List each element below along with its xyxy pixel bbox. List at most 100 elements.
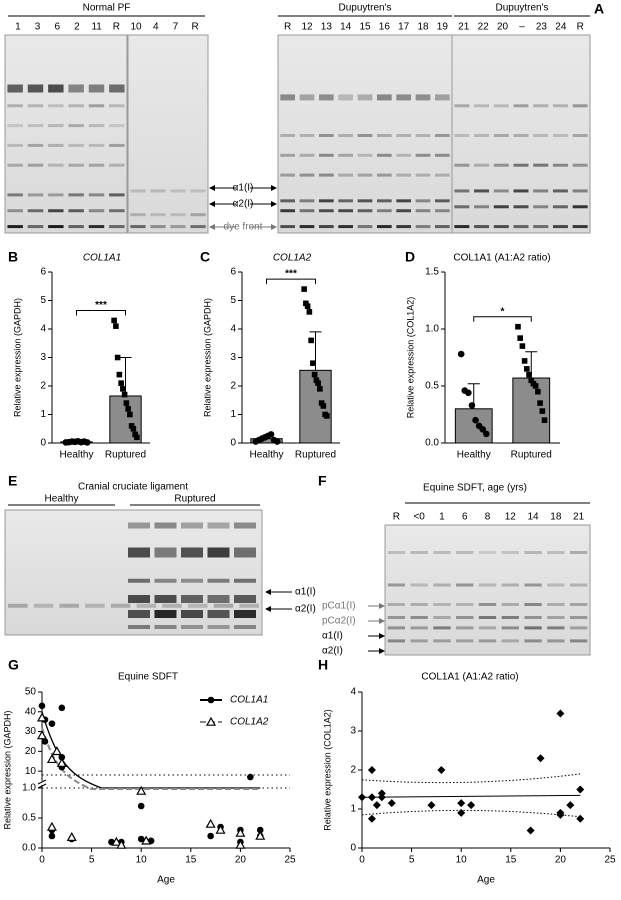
gel-band (415, 199, 431, 203)
marker-label: α2(I) (233, 199, 254, 210)
gel-band (85, 603, 105, 608)
gel-band (207, 610, 230, 618)
significance: *** (285, 269, 297, 280)
y-tick-label: 0 (350, 843, 356, 854)
y-axis-label: Relative expression (GAPDH) (202, 298, 212, 417)
fit-line (361, 794, 581, 798)
point (116, 371, 123, 378)
gel-band (27, 209, 44, 213)
x-tick-label: 0 (359, 855, 365, 866)
gel-band (434, 199, 450, 203)
bar (454, 408, 493, 444)
point (137, 835, 145, 843)
marker-label: α1(I) (233, 183, 254, 194)
gel-band (434, 134, 450, 137)
gel-band (299, 153, 315, 157)
x-tick-label: Healthy (250, 450, 284, 461)
marker-label: dye front (224, 222, 263, 233)
point (467, 801, 476, 810)
gel-band (533, 225, 549, 229)
gel-band (68, 193, 84, 197)
gel-band (68, 225, 84, 229)
y-axis-label: Relative expression (COL1A2) (405, 297, 415, 419)
lane-label: 2 (74, 22, 80, 33)
gel-band (456, 616, 474, 619)
x-tick-label: 20 (555, 855, 567, 866)
gel-band (474, 163, 490, 167)
point (324, 413, 330, 419)
gel-band (280, 134, 296, 137)
gel-band (357, 199, 373, 203)
gel-band (569, 603, 588, 606)
gel-band (454, 189, 470, 193)
x-tick-label: Ruptured (511, 450, 552, 461)
gel-band (190, 225, 206, 229)
gel-band (410, 551, 428, 554)
lane-label: 8 (485, 512, 491, 523)
gel-band (154, 578, 177, 583)
gel-band (454, 134, 470, 137)
gel-band (187, 603, 208, 608)
gel-band (130, 189, 146, 193)
gel-band (88, 143, 105, 147)
gel-band (7, 193, 23, 197)
point (472, 416, 479, 424)
panel-letter: D (405, 249, 415, 265)
lane-label: R (192, 22, 199, 33)
point (313, 377, 320, 384)
y-tick-label: 10 (25, 766, 37, 777)
gel-band (338, 209, 354, 213)
gel-band (280, 209, 296, 213)
panel-letter: F (318, 473, 327, 489)
gel-band (7, 225, 23, 229)
lane-label: 1 (15, 22, 21, 33)
gel-band (234, 522, 256, 529)
marker-label: α2(I) (322, 646, 343, 657)
gel-group-label: Dupuytren's (495, 3, 548, 14)
gel-band (190, 189, 206, 193)
gel-band (434, 94, 450, 101)
gel-band (569, 626, 588, 630)
chart-title: Equine SDFT (118, 672, 178, 683)
gel-band (569, 616, 588, 619)
gel-band (181, 595, 203, 603)
gel-band (150, 213, 166, 217)
gel-band (280, 94, 296, 101)
gel-band (501, 639, 519, 643)
gel-band (533, 163, 549, 167)
gel-band (415, 134, 431, 137)
lane-label: 12 (301, 22, 313, 33)
gel-band (154, 625, 177, 629)
gel-band (27, 163, 44, 167)
gel-band (68, 124, 84, 128)
gel-band (128, 522, 150, 529)
gel-band (299, 94, 315, 101)
gel-band (376, 134, 392, 137)
gel-band (27, 193, 44, 197)
gel-band (376, 153, 392, 157)
marker-label: pCα1(I) (322, 601, 356, 612)
point (576, 785, 585, 794)
point (367, 766, 376, 774)
gel-band (181, 625, 203, 629)
lane-label: 15 (359, 22, 371, 33)
gel-group-label: Healthy (45, 494, 79, 505)
gel-band (181, 547, 203, 558)
gel-band (572, 205, 588, 209)
gel-band (569, 583, 588, 587)
gel-band (68, 163, 84, 167)
point (320, 403, 327, 409)
marker-label: α2(I) (295, 604, 316, 615)
gel-group-label: Dupuytren's (338, 3, 391, 14)
point (123, 400, 130, 406)
gel-band (154, 595, 177, 603)
gel-band (48, 143, 64, 147)
gel-band (454, 104, 470, 108)
y-tick-label: 3 (350, 726, 356, 737)
point (457, 808, 466, 817)
point (377, 793, 386, 802)
gel-band (478, 616, 497, 619)
y-tick-label: 3 (230, 352, 236, 363)
gel-band (572, 134, 588, 137)
gel-band (280, 199, 296, 203)
